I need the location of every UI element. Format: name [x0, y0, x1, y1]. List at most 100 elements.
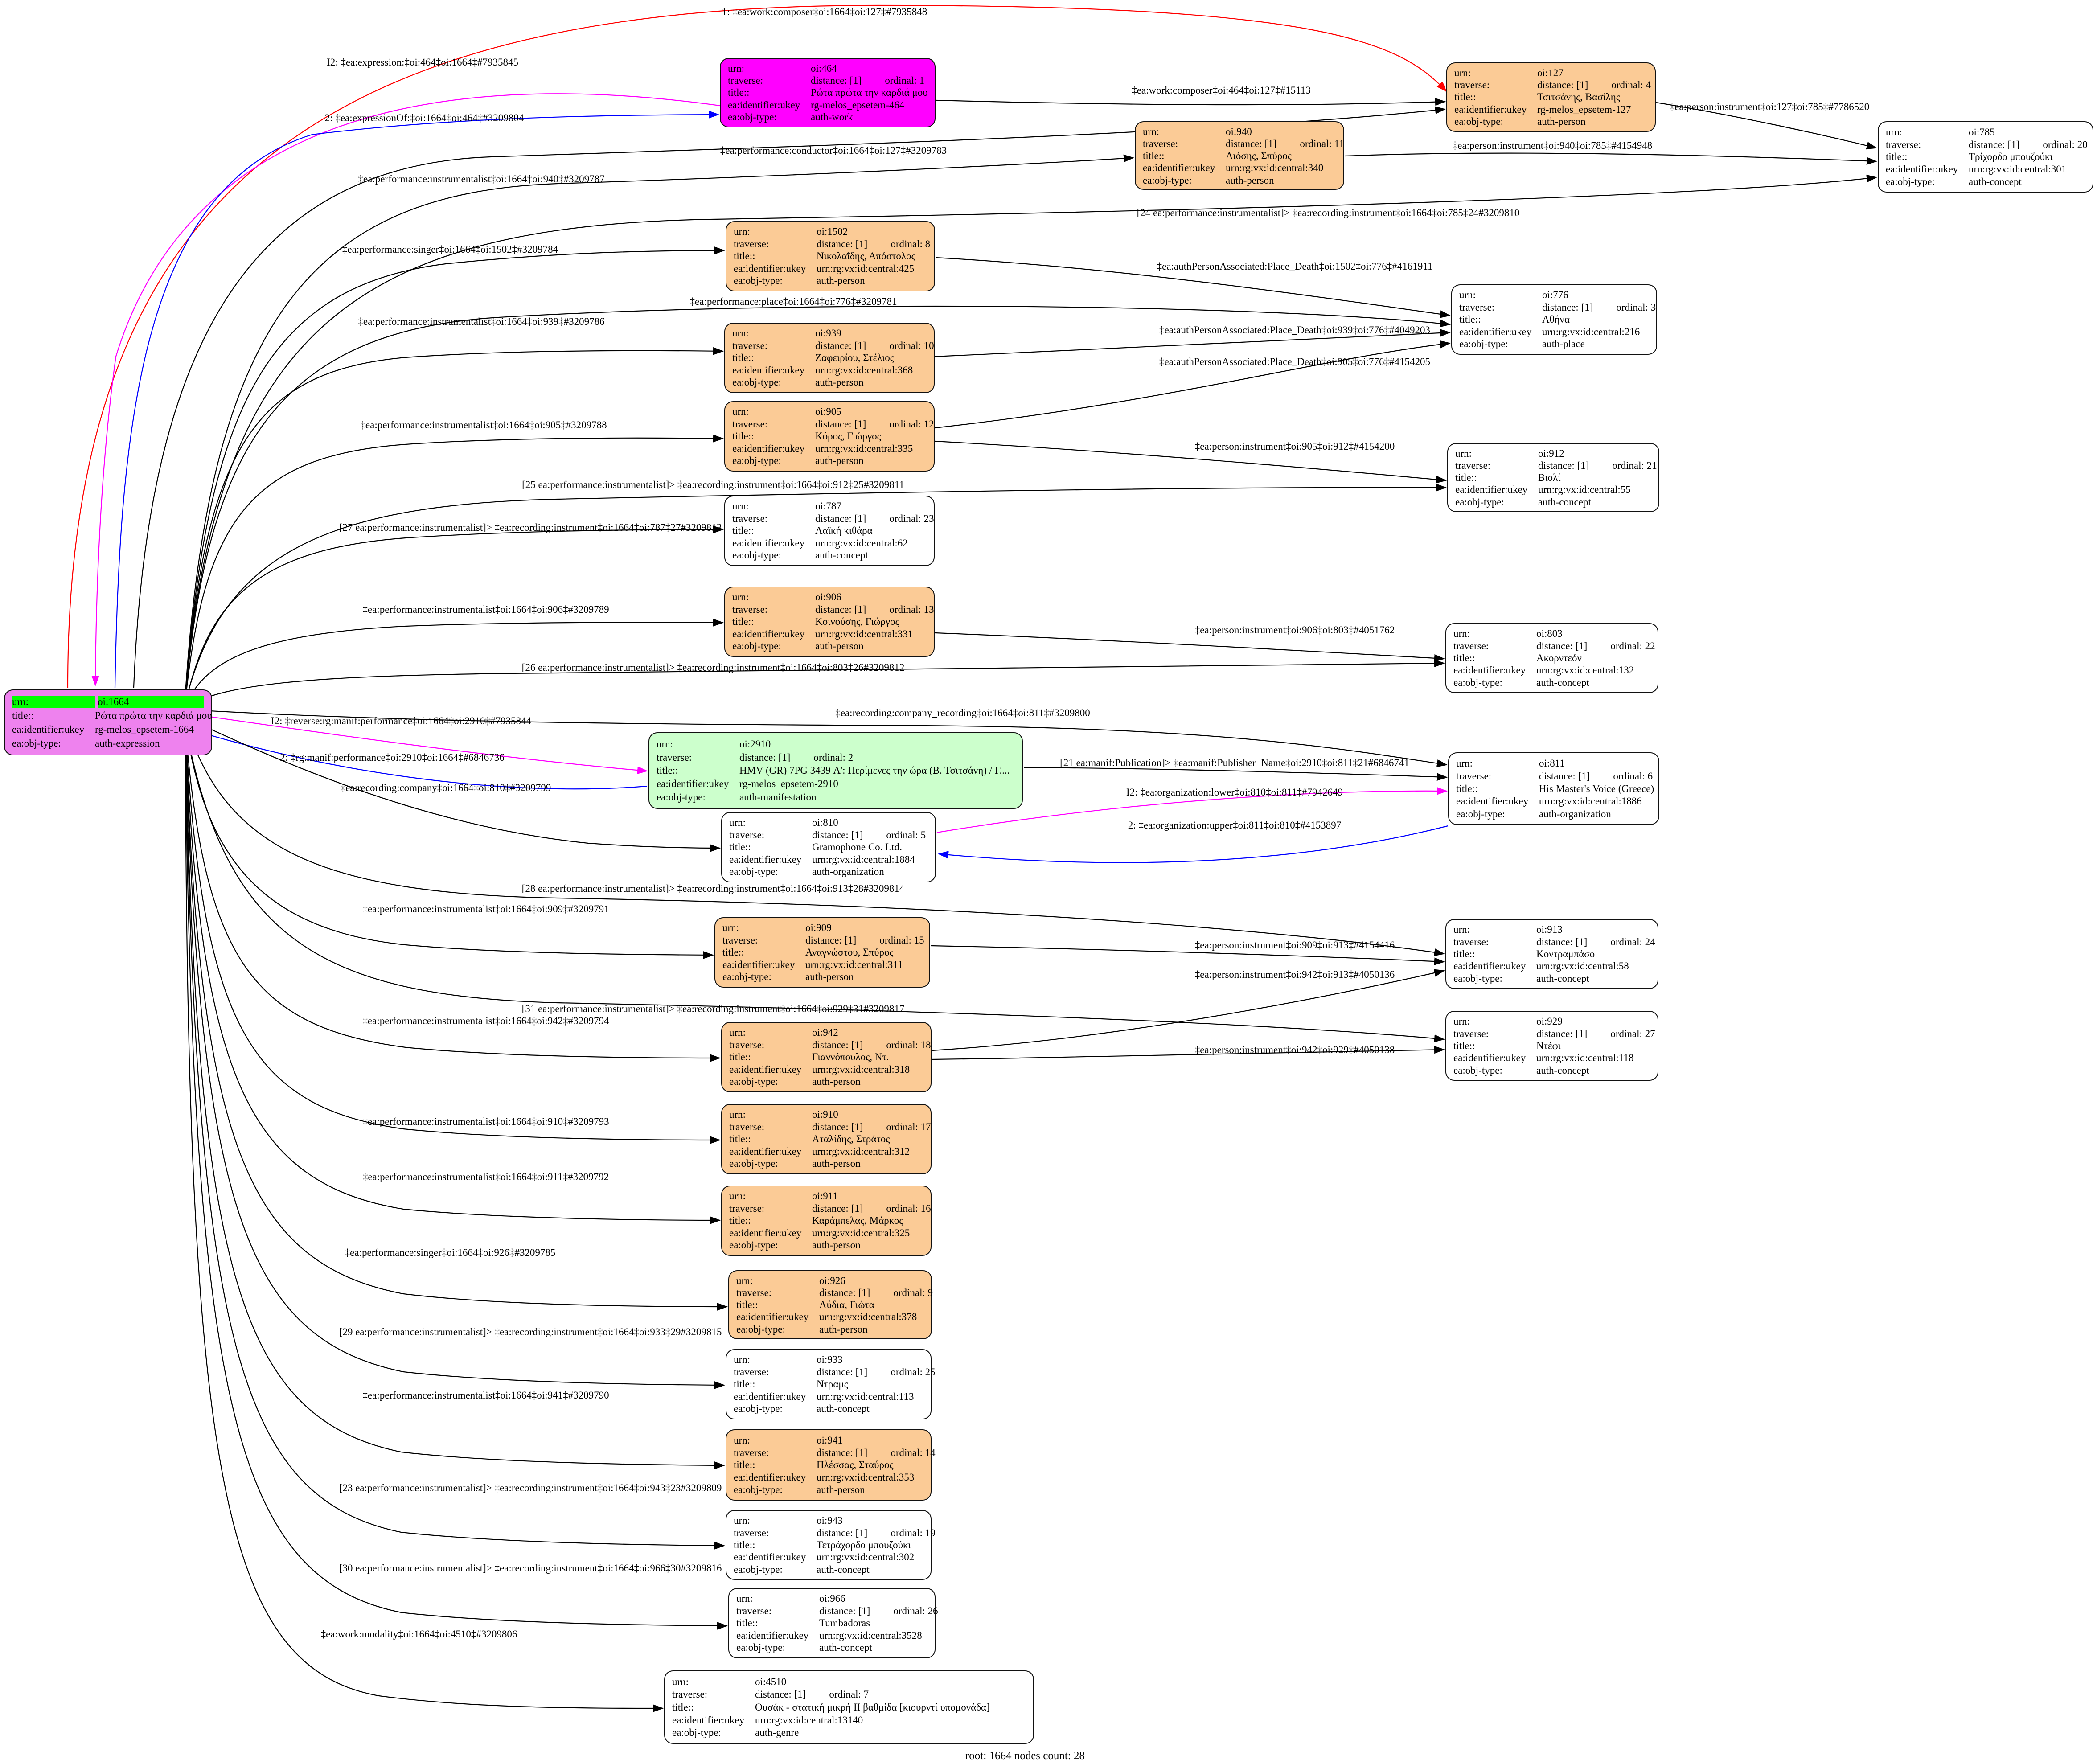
graph-node-oi-127[interactable]: urn: oi:127 traverse: distance: [1] ordi… — [1446, 62, 1656, 132]
ordinal-label: ordinal: — [886, 829, 918, 841]
node-title-row: title:: Πλέσσας, Σταύρος — [734, 1459, 923, 1471]
graph-edge — [185, 347, 724, 699]
graph-node-oi-810[interactable]: urn: oi:810 traverse: distance: [1] ordi… — [721, 812, 936, 882]
urn-label: urn: — [732, 500, 749, 512]
ordinal-label: ordinal: — [829, 1689, 861, 1700]
title-value: Λύδια, Γιώτα — [819, 1299, 874, 1311]
title-value: Κόρος, Γιώργος — [815, 431, 881, 442]
graph-node-oi-942[interactable]: urn: oi:942 traverse: distance: [1] ordi… — [721, 1022, 932, 1092]
title-label: title:: — [734, 1459, 755, 1471]
graph-node-oi-940[interactable]: urn: oi:940 traverse: distance: [1] ordi… — [1135, 121, 1344, 190]
urn-value: oi:911 — [812, 1190, 838, 1202]
graph-edge — [185, 717, 721, 852]
graph-edge — [935, 440, 1447, 484]
graph-edge — [185, 730, 721, 1224]
node-title-row: title:: Κοντραμπάσο — [1453, 948, 1650, 960]
ukey-label: ea:identifier:ukey — [728, 99, 800, 111]
ukey-value: urn:rg:vx:id:central:132 — [1536, 665, 1634, 676]
graph-node-oi-811[interactable]: urn: oi:811 traverse: distance: [1] ordi… — [1448, 752, 1659, 825]
graph-node-oi-966[interactable]: urn: oi:966 traverse: distance: [1] ordi… — [728, 1588, 938, 1658]
objtype-value: auth-person — [812, 1239, 861, 1251]
graph-node-oi-464[interactable]: urn: oi:464 traverse: distance: [1] ordi… — [720, 58, 936, 127]
graph-edge — [932, 1046, 1445, 1060]
traverse-label: traverse: — [1453, 1028, 1489, 1039]
ordinal-value: 12 — [923, 418, 934, 430]
graph-node-oi-926[interactable]: urn: oi:926 traverse: distance: [1] ordi… — [728, 1270, 933, 1339]
graph-node-oi-776[interactable]: urn: oi:776 traverse: distance: [1] ordi… — [1451, 284, 1657, 355]
edge-label: [28 ea:performance:instrumentalist]> ‡ea… — [521, 883, 905, 894]
traverse-label: traverse: — [734, 238, 769, 250]
ukey-label: ea:identifier:ukey — [1459, 326, 1532, 337]
node-objtype-row: ea:obj-type: auth-person — [732, 455, 927, 467]
distance-label: distance: — [1542, 301, 1579, 313]
title-label: title:: — [734, 1378, 755, 1390]
graph-node-oi-785[interactable]: urn: oi:785 traverse: distance: [1] ordi… — [1878, 121, 2093, 193]
node-objtype-row: ea:obj-type: auth-person — [722, 971, 922, 983]
ukey-label: ea:identifier:ukey — [1143, 162, 1215, 174]
graph-node-oi-906[interactable]: urn: oi:906 traverse: distance: [1] ordi… — [724, 587, 935, 657]
title-value: Ζαφειρίου, Στέλιος — [815, 352, 894, 364]
distance-value: [1] — [1576, 79, 1588, 91]
traverse-value: distance: [1] ordinal: 25 — [817, 1366, 936, 1378]
graph-edge — [185, 434, 724, 701]
title-value: Ακορντεόν — [1536, 652, 1582, 664]
edge-label: ‡ea:authPersonAssociated:Place_Death‡oi:… — [1159, 356, 1431, 367]
graph-node-oi-911[interactable]: urn: oi:911 traverse: distance: [1] ordi… — [721, 1186, 932, 1256]
graph-node-oi-933[interactable]: urn: oi:933 traverse: distance: [1] ordi… — [726, 1349, 936, 1419]
graph-node-oi-910[interactable]: urn: oi:910 traverse: distance: [1] ordi… — [721, 1104, 932, 1174]
urn-value: oi:943 — [817, 1515, 843, 1526]
title-label: title:: — [734, 250, 755, 262]
graph-node-oi-2910[interactable]: urn: oi:2910 traverse: distance: [1] ord… — [648, 732, 1023, 809]
graph-node-oi-787[interactable]: urn: oi:787 traverse: distance: [1] ordi… — [724, 496, 935, 566]
node-urn-row: urn: oi:939 — [732, 327, 927, 339]
node-ukey-row: ea:identifier:ukey urn:rg:vx:id:central:… — [1886, 163, 2085, 175]
distance-value: [1] — [851, 1039, 863, 1050]
urn-value: oi:776 — [1542, 289, 1568, 301]
graph-node-oi-929[interactable]: urn: oi:929 traverse: distance: [1] ordi… — [1445, 1011, 1658, 1081]
node-traverse-row: traverse: distance: [1] ordinal: 17 — [729, 1121, 931, 1133]
graph-node-oi-1664[interactable]: urn: oi:1664 title:: Ρώτα πρώτα την καρδ… — [4, 689, 212, 755]
urn-label: urn: — [728, 63, 745, 74]
graph-node-oi-913[interactable]: urn: oi:913 traverse: distance: [1] ordi… — [1445, 919, 1658, 989]
graph-edge — [1023, 767, 1448, 781]
title-value: HMV (GR) 7PG 3439 Α': Περίμενες την ώρα … — [739, 765, 1010, 776]
node-traverse-row: traverse: distance: [1] ordinal: 7 — [672, 1688, 1026, 1700]
ukey-label: ea:identifier:ukey — [729, 853, 802, 865]
graph-node-oi-909[interactable]: urn: oi:909 traverse: distance: [1] ordi… — [714, 917, 930, 988]
title-label: title:: — [1143, 150, 1165, 162]
title-value: His Master's Voice (Greece) — [1539, 783, 1654, 794]
graph-node-oi-912[interactable]: urn: oi:912 traverse: distance: [1] ordi… — [1447, 443, 1659, 512]
edge-label: ‡ea:person:instrument‡oi:906‡oi:803‡#405… — [1194, 624, 1395, 636]
objtype-value: auth-work — [811, 111, 853, 123]
distance-label: distance: — [1536, 640, 1573, 652]
graph-node-oi-803[interactable]: urn: oi:803 traverse: distance: [1] ordi… — [1445, 623, 1658, 693]
node-urn-row: urn: oi:926 — [736, 1275, 924, 1287]
ukey-value: urn:rg:vx:id:central:340 — [1226, 162, 1324, 174]
title-label: title:: — [736, 1299, 758, 1311]
ukey-label: ea:identifier:ukey — [734, 1551, 806, 1563]
title-label: title:: — [732, 431, 754, 442]
graph-node-oi-943[interactable]: urn: oi:943 traverse: distance: [1] ordi… — [726, 1510, 936, 1580]
urn-value: oi:127 — [1537, 67, 1564, 79]
graph-node-oi-905[interactable]: urn: oi:905 traverse: distance: [1] ordi… — [724, 401, 935, 472]
title-label: title:: — [1454, 91, 1476, 103]
graph-edge — [185, 725, 1445, 1042]
graph-node-oi-4510[interactable]: urn: oi:4510 traverse: distance: [1] ord… — [664, 1670, 1034, 1744]
objtype-value: auth-concept — [1536, 972, 1589, 984]
graph-node-oi-941[interactable]: urn: oi:941 traverse: distance: [1] ordi… — [726, 1429, 936, 1501]
distance-label: distance: — [755, 1689, 792, 1700]
distance-value: [1] — [851, 1202, 863, 1214]
graph-node-oi-939[interactable]: urn: oi:939 traverse: distance: [1] ordi… — [724, 323, 935, 393]
node-urn-row: urn: oi:929 — [1453, 1015, 1650, 1027]
objtype-label: ea:obj-type: — [734, 1484, 783, 1496]
distance-label: distance: — [812, 1121, 849, 1132]
graph-node-oi-1502[interactable]: urn: oi:1502 traverse: distance: [1] ord… — [726, 221, 935, 291]
objtype-value: auth-genre — [755, 1727, 799, 1739]
ordinal-label: ordinal: — [891, 1527, 923, 1538]
objtype-label: ea:obj-type: — [722, 971, 771, 983]
node-objtype-row: ea:obj-type: auth-person — [736, 1323, 924, 1335]
ukey-value: urn:rg:vx:id:central:301 — [1969, 164, 2067, 175]
title-value: Αναγνώστου, Σπύρος — [805, 947, 894, 958]
graph-edge — [185, 738, 726, 1550]
